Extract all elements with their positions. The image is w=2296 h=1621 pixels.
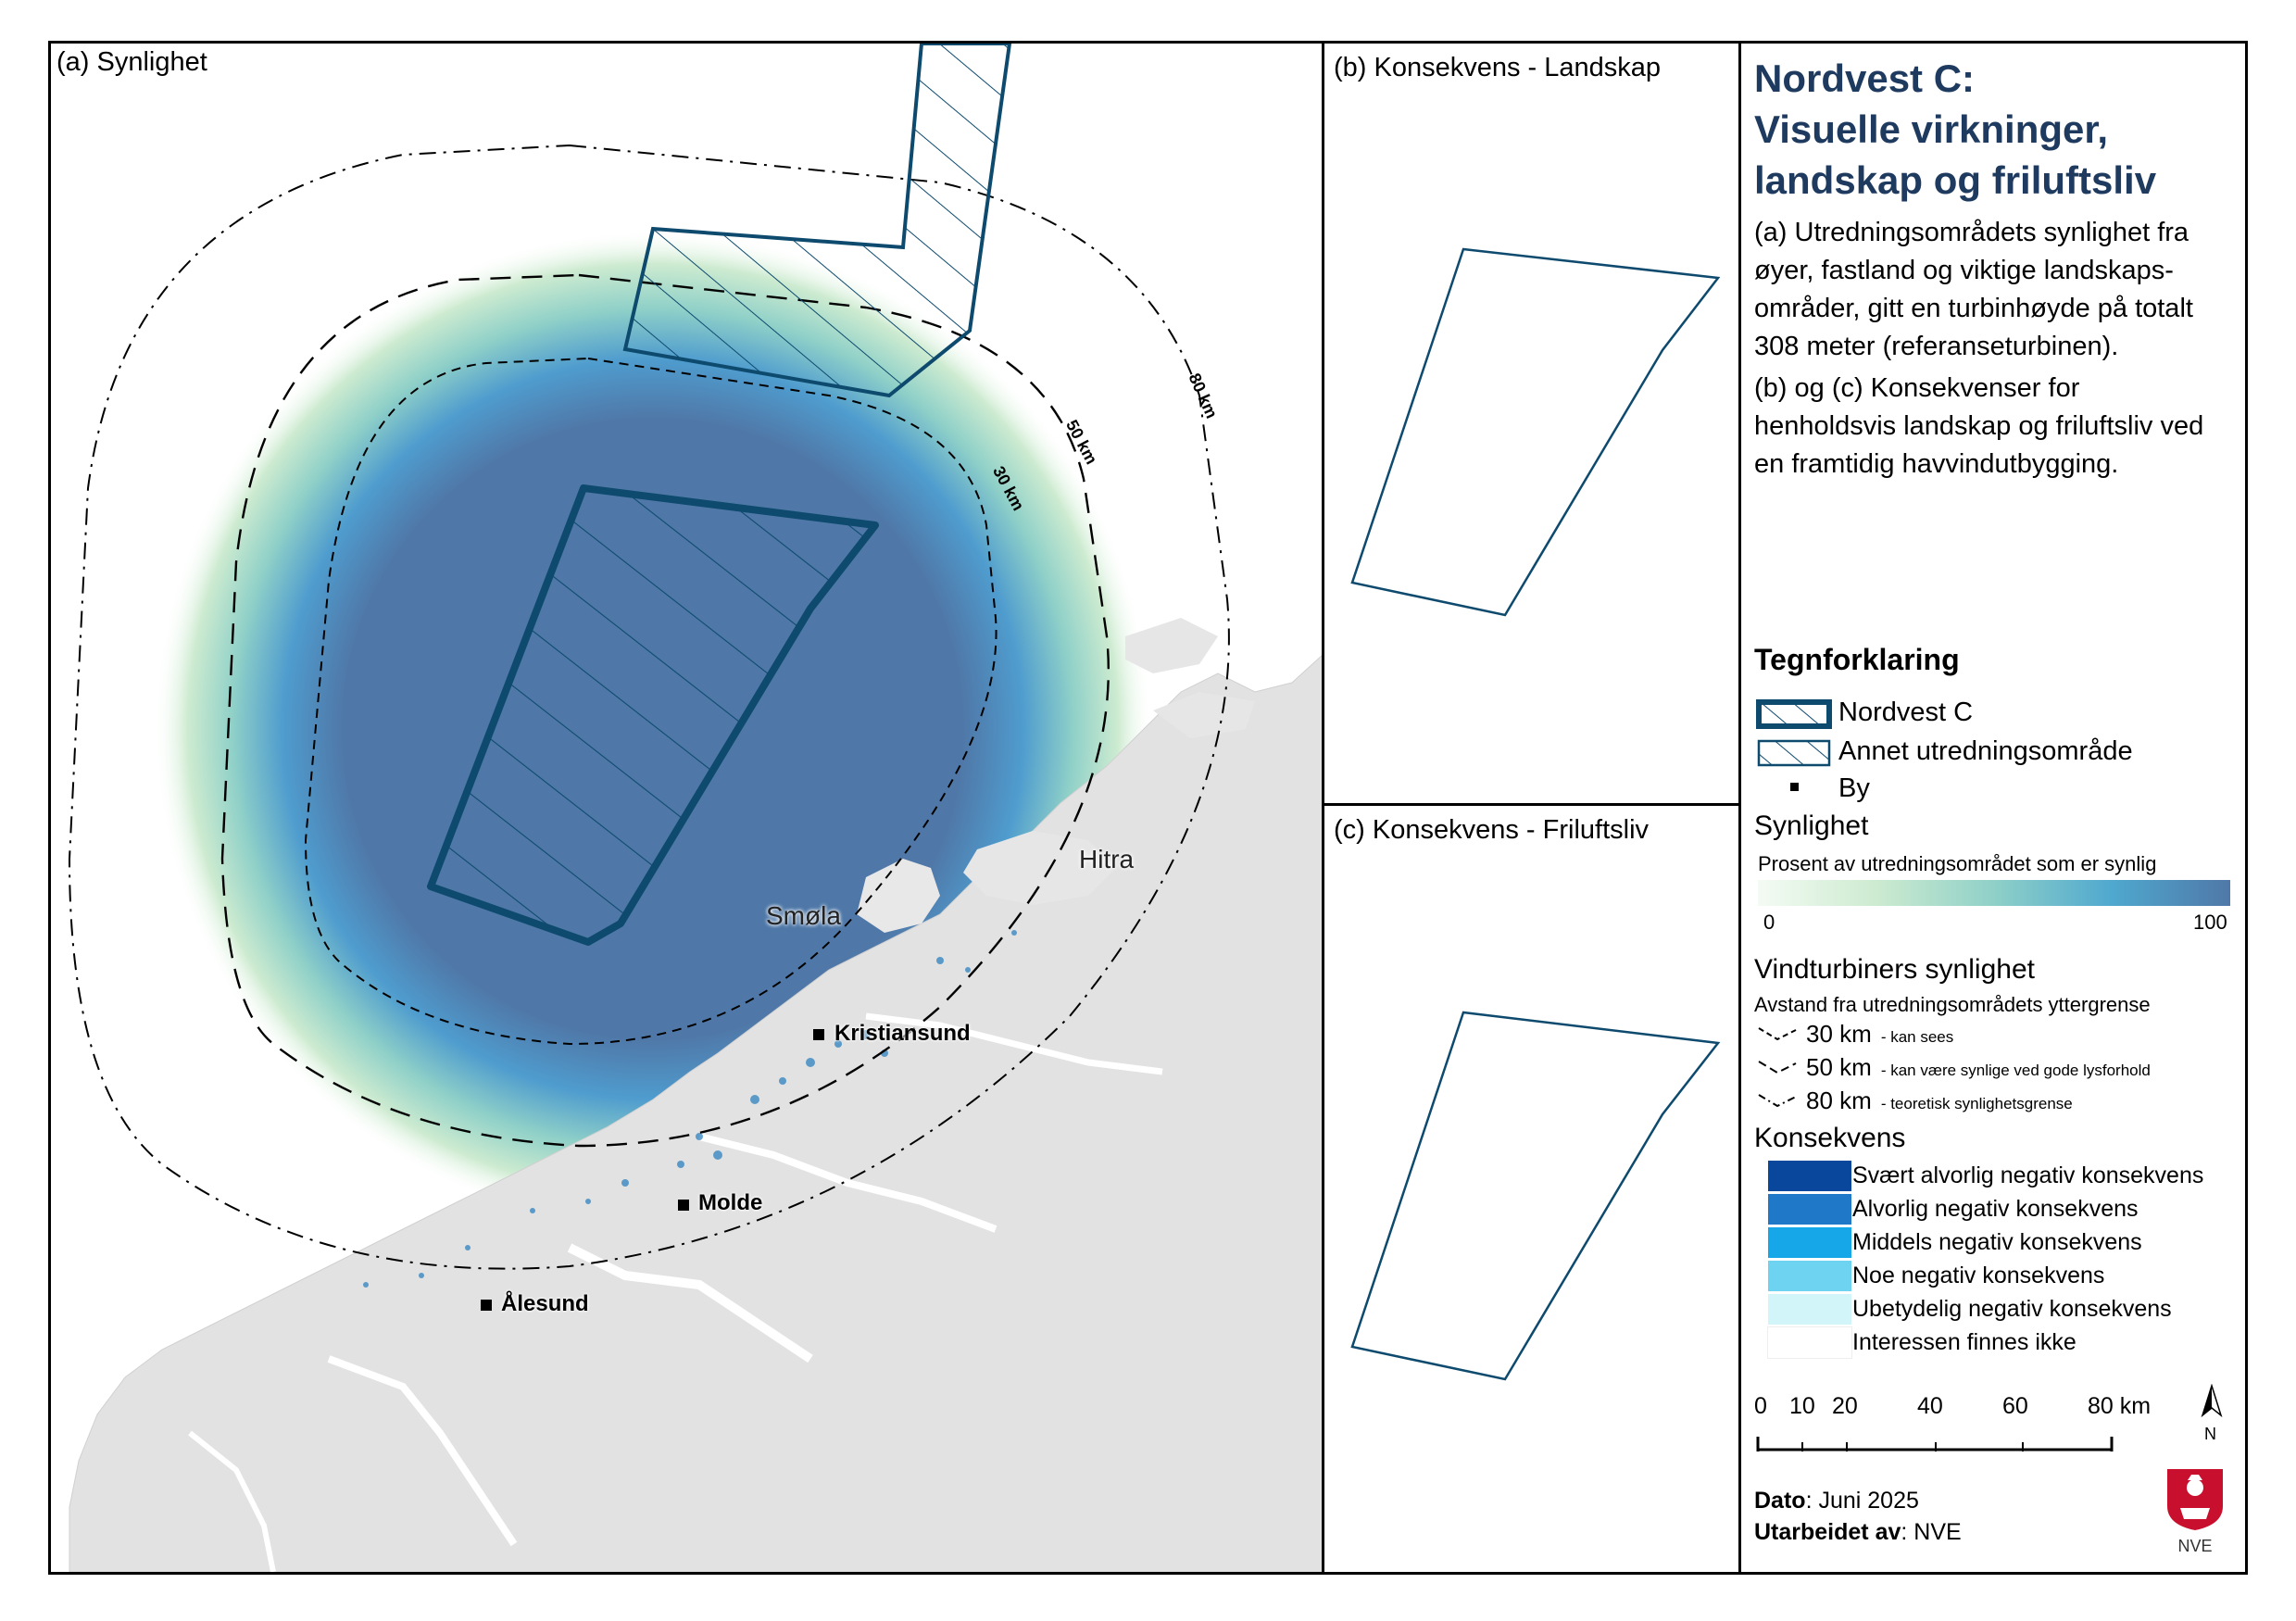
konsekvens-swatch — [1768, 1194, 1851, 1225]
desc-line: områder, gitt en turbinhøyde på totalt — [1754, 294, 2193, 323]
title-line: Visuelle virkninger, — [1754, 107, 2109, 151]
panel-b-label: (b) Konsekvens - Landskap — [1334, 53, 1662, 82]
annet-symbol — [1757, 739, 1831, 767]
scale-tick: 80 km — [2088, 1393, 2152, 1419]
smola-island — [857, 859, 940, 933]
fjord — [865, 1012, 1163, 1075]
date-line: Dato: Juni 2025 — [1754, 1488, 1919, 1514]
distance-50km: 50 km - kan være synlige ved gode lysforh… — [1806, 1053, 2151, 1081]
nve-crest-icon — [2167, 1469, 2223, 1530]
annet-utredningsomrade[interactable] — [622, 44, 1012, 398]
title-line: Nordvest C: — [1754, 57, 1976, 100]
konsekvens-label: Svært alvorlig negativ konsekvens — [1852, 1162, 2204, 1188]
konsekvens-label: Interessen finnes ikke — [1852, 1329, 2076, 1355]
legend-annet: Annet utredningsområde — [1838, 736, 2133, 766]
konsekvens-title: Konsekvens — [1754, 1123, 1906, 1153]
ring-80km — [68, 144, 1230, 1270]
city-marker-molde — [678, 1200, 689, 1211]
legend-by: By — [1838, 773, 1870, 803]
fjord — [698, 1133, 997, 1233]
by-symbol — [1790, 783, 1799, 791]
scale-bar — [1756, 1437, 2114, 1451]
place-label-smola: Smøla — [766, 901, 841, 930]
vindturbiner-subtitle: Avstand fra utredningsområdets yttergren… — [1754, 993, 2151, 1016]
fjord — [188, 1430, 276, 1572]
scale-tick: 60 — [2002, 1393, 2028, 1419]
konsekvens-label: Ubetydelig negativ konsekvens — [1852, 1296, 2172, 1322]
coast-consequence — [363, 930, 1017, 1288]
north-label: N — [2204, 1425, 2216, 1443]
konsekvens-label: Middels negativ konsekvens — [1852, 1229, 2142, 1255]
panel-c-label: (c) Konsekvens - Friluftsliv — [1334, 815, 1650, 845]
city-label-kristiansund: Kristiansund — [834, 1021, 971, 1046]
panel-divider — [1322, 803, 1741, 806]
konsekvens-swatch — [1768, 1294, 1851, 1325]
description-a: (a) Utredningsområdets synlighet fra øye… — [1754, 214, 2193, 366]
konsekvens-swatch — [1767, 1326, 1852, 1359]
nve-logo: NVE — [2165, 1467, 2225, 1555]
map-title: Nordvest C: Visuelle virkninger, landska… — [1754, 53, 2156, 206]
synlighet-title: Synlighet — [1754, 810, 1869, 841]
synlighet-min: 0 — [1763, 911, 1775, 934]
north-arrow-icon — [2201, 1384, 2223, 1418]
legend-nordvest-c: Nordvest C — [1838, 697, 1974, 727]
nordvest-c-outline — [1350, 1011, 1721, 1381]
synlighet-max: 100 — [2193, 911, 2227, 934]
synlighet-gradient — [1758, 880, 2230, 906]
coast-islands — [1153, 692, 1255, 738]
nordvest-c-symbol — [1756, 699, 1832, 729]
coast-islands — [1125, 618, 1218, 673]
nordvest-c-area[interactable] — [427, 484, 879, 946]
desc-line: 308 meter (referanseturbinen). — [1754, 332, 2119, 361]
panel-divider — [1738, 41, 1741, 1575]
consequence-friluftsliv-map[interactable]: (c) Konsekvens - Friluftsliv — [1324, 806, 1738, 1572]
scale-tick: 20 — [1832, 1393, 1858, 1419]
city-label-molde: Molde — [698, 1190, 763, 1215]
konsekvens-swatch — [1768, 1261, 1851, 1291]
konsekvens-label: Noe negativ konsekvens — [1852, 1263, 2105, 1288]
visibility-map[interactable]: Kristiansund Molde Ålesund Smøla Hitra 3… — [51, 44, 1323, 1572]
konsekvens-swatch — [1768, 1227, 1851, 1258]
nordvest-c-outline — [1350, 247, 1721, 617]
vindturbiner-title: Vindturbiners synlighet — [1754, 954, 2035, 985]
panel-a-label: (a) Synlighet — [51, 44, 220, 83]
scale-tick: 10 — [1789, 1393, 1815, 1419]
map-frame — [48, 41, 2248, 1575]
fjord — [327, 1355, 518, 1547]
fjord — [567, 1243, 813, 1363]
ring-30km — [304, 357, 997, 1046]
distance-30km: 30 km - kan sees — [1806, 1020, 1954, 1048]
city-marker-alesund — [481, 1300, 492, 1311]
description-b: (b) og (c) Konsekvenser for henholdsvis … — [1754, 370, 2203, 484]
konsekvens-label: Alvorlig negativ konsekvens — [1852, 1196, 2139, 1222]
synlighet-subtitle: Prosent av utredningsområdet som er synl… — [1758, 852, 2157, 875]
desc-line: øyer, fastland og viktige landskaps- — [1754, 256, 2174, 285]
consequence-landscape-map[interactable]: (b) Konsekvens - Landskap — [1324, 44, 1738, 803]
desc-line: henholdsvis landskap og friluftsliv ved — [1754, 411, 2204, 441]
city-label-alesund: Ålesund — [501, 1291, 589, 1316]
legend-panel: Nordvest C: Visuelle virkninger, landska… — [1741, 44, 2245, 1572]
distance-line-symbols — [1758, 1027, 1797, 1108]
desc-line: (b) og (c) Konsekvenser for — [1754, 373, 2080, 403]
legend-symbols — [1756, 699, 1832, 791]
konsekvens-swatch — [1768, 1161, 1851, 1191]
panel-divider — [1322, 41, 1324, 1575]
title-line: landskap og friluftsliv — [1754, 158, 2157, 202]
desc-line: en framtidig havvindutbygging. — [1754, 449, 2119, 479]
scale-tick: 0 — [1754, 1393, 1767, 1419]
distance-80km: 80 km - teoretisk synlighetsgrense — [1806, 1087, 2073, 1114]
city-marker-kristiansund — [813, 1029, 824, 1040]
desc-line: (a) Utredningsområdets synlighet fra — [1754, 218, 2189, 247]
hitra-island — [963, 831, 1116, 905]
legend-title: Tegnforklaring — [1754, 643, 1960, 676]
ring-50km — [220, 273, 1110, 1148]
author-line: Utarbeidet av: NVE — [1754, 1519, 1962, 1545]
scale-tick: 40 — [1917, 1393, 1943, 1419]
place-label-hitra: Hitra — [1079, 845, 1135, 873]
nve-logo-text: NVE — [2177, 1537, 2213, 1555]
